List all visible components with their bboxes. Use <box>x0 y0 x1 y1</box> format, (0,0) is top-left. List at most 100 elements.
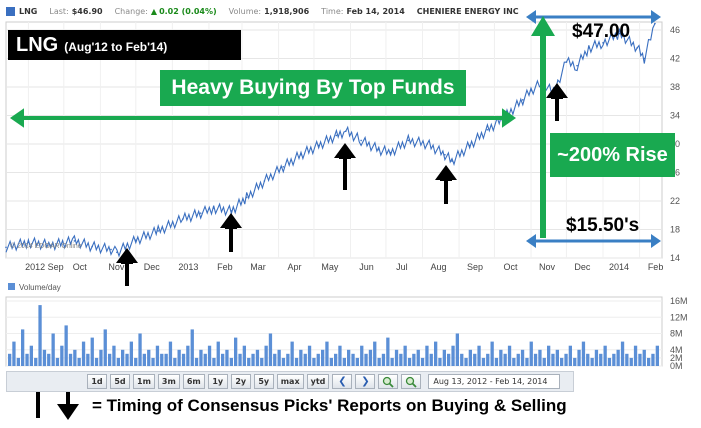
price-y-tick-5: 34 <box>670 111 680 121</box>
range-button-6m[interactable]: 6m <box>182 374 205 389</box>
price-point-22 <box>389 151 392 154</box>
range-button-3m[interactable]: 3m <box>157 374 180 389</box>
company-name: CHENIERE ENERGY INC <box>416 6 519 16</box>
price-point-5 <box>110 248 112 251</box>
zoom-out-button[interactable] <box>401 374 422 389</box>
buy-report-arrow-2 <box>220 213 242 252</box>
x-tick-0: 2012 Sep <box>25 262 64 272</box>
volume-bar-42 <box>190 329 194 366</box>
volume-bar-73 <box>325 341 329 366</box>
volume-bar-106 <box>468 349 472 367</box>
volume-bar-67 <box>299 349 303 367</box>
volume-bar-40 <box>181 353 186 366</box>
range-button-1d[interactable]: 1d <box>87 374 107 389</box>
chevron-left-icon: ❮ <box>338 376 347 387</box>
volume-bar-135 <box>594 349 599 367</box>
price-point-20 <box>360 139 362 142</box>
volume-bar-61 <box>273 353 277 366</box>
volume-bar-118 <box>520 349 525 367</box>
heavy-buying-banner: Heavy Buying By Top Funds <box>160 70 466 106</box>
range-button-2y[interactable]: 2y <box>230 374 251 389</box>
range-button-1y[interactable]: 1y <box>207 374 228 389</box>
price-y-tick-0: 14 <box>670 253 680 263</box>
volume-bar-132 <box>581 341 586 366</box>
volume-bar-66 <box>294 357 299 366</box>
volume-bar-43 <box>194 357 199 366</box>
date-range-field[interactable]: Aug 13, 2012 - Feb 14, 2014 <box>428 374 561 389</box>
range-button-5y[interactable]: 5y <box>253 374 274 389</box>
volume-label: Volume: <box>228 6 262 16</box>
prev-button[interactable]: ❮ <box>332 374 353 389</box>
buying-period-arrow-left-head <box>10 108 24 128</box>
zoom-in-button[interactable] <box>378 374 399 389</box>
quote-bar: LNG Last: $46.90 Change: ▲ 0.02 (0.04%) … <box>0 0 701 22</box>
volume-bar-16 <box>77 357 81 366</box>
volume-bar-65 <box>290 341 294 366</box>
volume-bar-78 <box>347 349 351 367</box>
next-button[interactable]: ❯ <box>355 374 376 389</box>
volume-bar-8 <box>42 349 47 367</box>
volume-bar-110 <box>486 353 490 366</box>
price-y-tick-1: 18 <box>670 225 680 235</box>
price-point-38 <box>618 32 621 35</box>
price-point-36 <box>588 47 590 49</box>
price-point-19 <box>344 130 347 132</box>
volume-bar-38 <box>173 357 177 366</box>
range-button-max[interactable]: max <box>276 374 304 389</box>
volume-bar-53 <box>238 353 242 366</box>
buy-report-arrow-4-head <box>435 165 457 181</box>
volume-bar-74 <box>329 357 333 366</box>
title-period: (Aug'12 to Feb'14) <box>64 40 168 54</box>
volume-bar-137 <box>603 345 607 366</box>
volume-bar-55 <box>247 357 251 366</box>
x-tick-8: May <box>321 262 339 272</box>
volume-bar-144 <box>633 345 638 366</box>
volume-bar-57 <box>255 349 260 367</box>
price-point-41 <box>654 22 656 25</box>
volume-bar-77 <box>342 357 346 366</box>
volume-bar-93 <box>412 353 416 366</box>
price-high-label: $47.00 <box>572 21 631 42</box>
volume-bar-128 <box>564 353 568 366</box>
range-button-5d[interactable]: 5d <box>110 374 130 389</box>
volume-bar-71 <box>316 353 320 366</box>
high-price-arrow-right-head <box>651 10 661 24</box>
price-point-11 <box>212 207 215 209</box>
x-tick-7: Apr <box>288 262 302 272</box>
volume-bar-125 <box>551 353 555 366</box>
volume-y-tick-1: 2M <box>670 353 683 363</box>
volume-bar-119 <box>525 357 529 366</box>
volume-bar-109 <box>481 357 486 366</box>
volume-bar-10 <box>51 333 55 366</box>
price-point-15 <box>282 166 285 168</box>
volume-bar-126 <box>555 349 559 367</box>
volume-bar-64 <box>286 353 290 366</box>
high-price-arrow-left-head <box>526 10 536 24</box>
volume-bar-56 <box>251 353 255 366</box>
range-button-ytd[interactable]: ytd <box>306 374 330 389</box>
range-button-1m[interactable]: 1m <box>133 374 155 389</box>
volume-bar-25 <box>116 357 120 366</box>
volume-bar-85 <box>377 357 381 366</box>
low-price-arrow-left-head <box>526 234 536 248</box>
price-y-tick-7: 42 <box>670 54 680 64</box>
volume-bar-58 <box>260 357 264 366</box>
volume-bar-130 <box>573 357 577 366</box>
price-y-tick-2: 22 <box>670 196 680 206</box>
x-tick-9: Jun <box>359 262 374 272</box>
volume-bar-22 <box>103 329 107 366</box>
rise-box: ~200% Rise <box>550 133 675 177</box>
volume-bar-94 <box>416 349 420 367</box>
buy-report-arrow-5-head <box>546 83 568 99</box>
buy-report-arrow-1 <box>116 248 138 286</box>
volume-bar-143 <box>629 357 633 366</box>
volume-bar-20 <box>94 357 99 366</box>
x-tick-2: Nov <box>108 262 125 272</box>
volume-bar-34 <box>155 345 160 366</box>
volume-bar-127 <box>560 357 564 366</box>
volume-bar-3 <box>21 329 25 366</box>
volume-bar-45 <box>203 353 207 366</box>
volume-y-tick-2: 4M <box>670 345 683 355</box>
price-point-18 <box>335 134 338 137</box>
volume-bar-75 <box>334 353 338 366</box>
